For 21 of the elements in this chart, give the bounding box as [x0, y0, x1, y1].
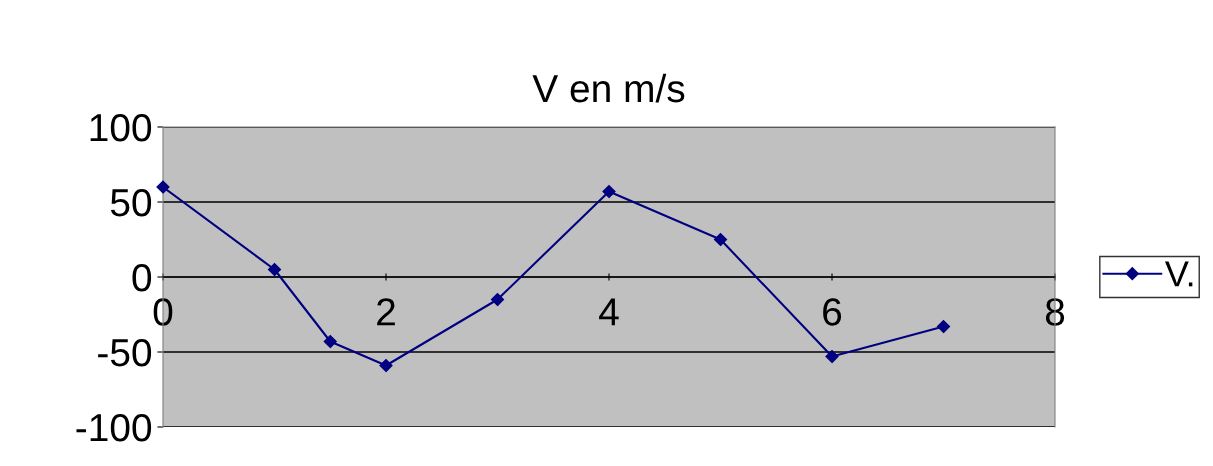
- point: [825, 349, 839, 364]
- point: [713, 232, 728, 247]
- chart-title: V en m/s: [532, 73, 685, 103]
- point: [323, 334, 337, 349]
- x-tick-label: 0: [153, 298, 173, 326]
- y-tick-label: -50: [98, 338, 152, 367]
- y-tick-label: 0: [132, 263, 152, 292]
- point: [156, 180, 170, 194]
- x-tick-label: 6: [823, 298, 842, 326]
- legend-label: V.: [1164, 261, 1193, 287]
- point: [267, 262, 282, 277]
- y-tick-label: -100: [76, 413, 152, 442]
- x-tick-label: 2: [377, 298, 395, 326]
- x-tick-label: 8: [1045, 298, 1065, 326]
- y-tick-label: 100: [90, 113, 152, 142]
- y-tick-label: 50: [110, 188, 152, 217]
- x-tick-label: 4: [599, 298, 619, 326]
- point: [936, 319, 951, 334]
- point: [379, 358, 393, 373]
- point: [490, 292, 505, 307]
- point: [602, 184, 616, 199]
